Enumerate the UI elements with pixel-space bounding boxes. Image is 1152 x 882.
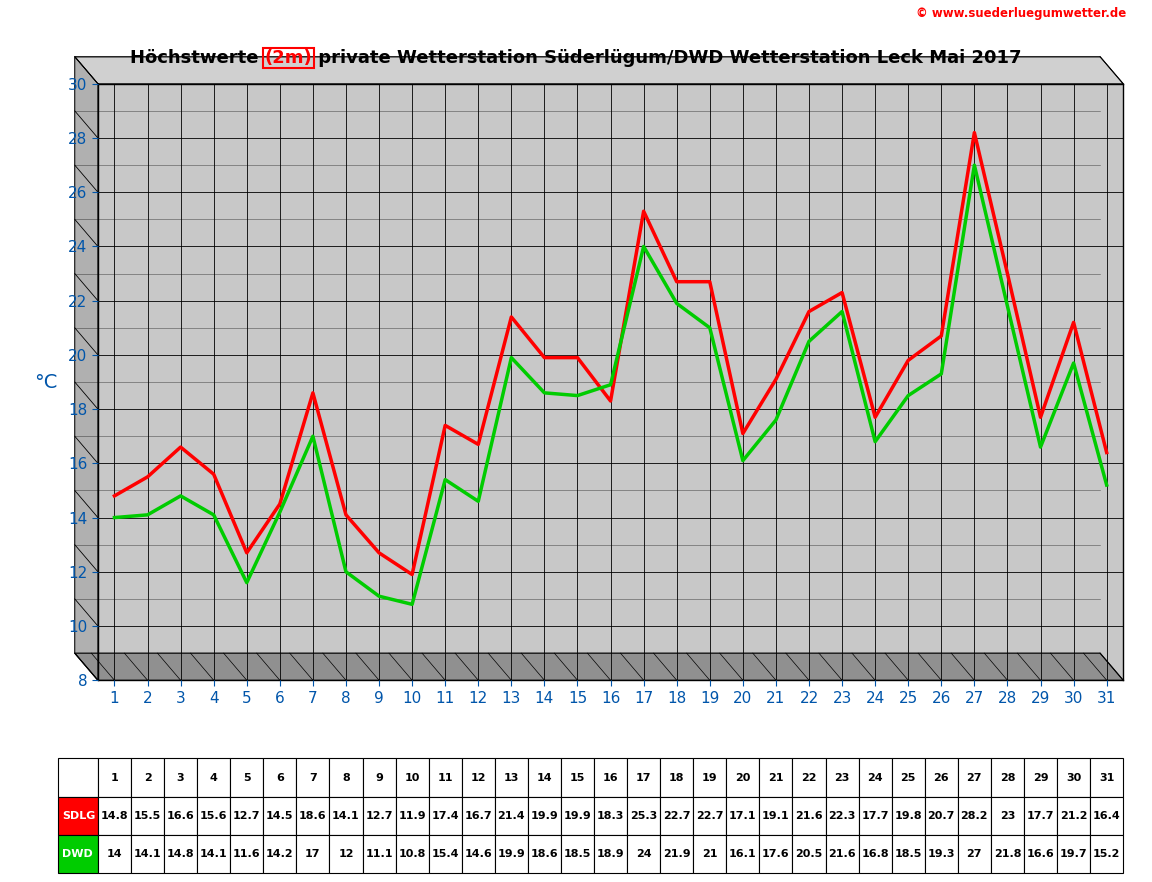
Text: (2m): (2m) [265,49,312,67]
Text: Höchstwerte: Höchstwerte [130,49,265,67]
Text: private Wetterstation Süderlügum/DWD Wetterstation Leck Mai 2017: private Wetterstation Süderlügum/DWD Wet… [312,49,1022,67]
Polygon shape [75,56,1123,84]
Y-axis label: °C: °C [35,372,58,392]
Polygon shape [75,56,98,680]
Polygon shape [75,654,1123,680]
Text: © www.suederluegumwetter.de: © www.suederluegumwetter.de [916,7,1127,20]
